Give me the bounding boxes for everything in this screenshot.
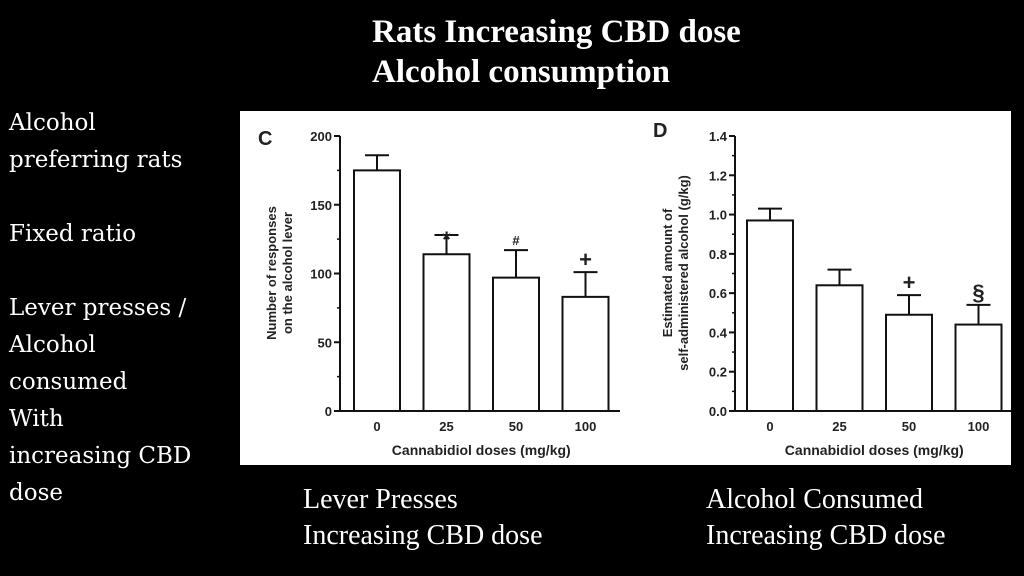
- panel-d-y-tick-label: 0.4: [709, 325, 728, 340]
- panel-c-x-axis-title: Cannabidiol doses (mg/kg): [392, 442, 571, 458]
- sidebar-line: dose: [9, 480, 63, 506]
- panel-c-bar: [353, 169, 401, 412]
- panel-c-y-axis-title-line-2: on the alcohol lever: [280, 212, 295, 334]
- panel-d-x-tick-label: 25: [832, 419, 846, 434]
- panel-c-y-tick-label: 0: [325, 404, 332, 419]
- sidebar-line: preferring rats: [9, 147, 183, 173]
- panel-d-y-axis-title-line-1: Estimated amount of: [660, 208, 675, 337]
- caption-right-line-2: Increasing CBD dose: [706, 520, 946, 551]
- panel-d-bar: [954, 323, 1003, 412]
- chart-canvas: C 0 50 100 150 200 Number of responses on the a…: [258, 120, 1011, 458]
- panel-c-x-tick-label: 0: [373, 419, 380, 434]
- panel-c-x-tick-label: 50: [509, 419, 523, 434]
- sidebar-spacer: [9, 253, 191, 290]
- sidebar-line: With: [9, 406, 64, 432]
- sidebar-line: Alcohol: [9, 332, 96, 358]
- panel-d-x-tick-label: 0: [766, 419, 773, 434]
- caption-right-line-1: Alcohol Consumed: [706, 484, 923, 515]
- panel-d-y-tick-label: 1.0: [709, 208, 727, 223]
- panel-d-significance-marker: §: [972, 280, 984, 305]
- panel-c-label: C: [258, 128, 272, 150]
- panel-d-x-tick-label: 100: [968, 419, 990, 434]
- sidebar-line: Fixed ratio: [9, 221, 137, 247]
- panel-c-bar: [561, 295, 610, 412]
- panel-c-bar: [492, 276, 540, 412]
- panel-d-x-tick-label: 50: [902, 419, 916, 434]
- panel-d-y-tick-label: 0.8: [709, 247, 727, 262]
- panel-c-significance-marker: #: [512, 233, 520, 248]
- panel-c-significance-marker: *: [442, 227, 451, 252]
- panel-d-y-tick-label: 0.2: [709, 365, 727, 380]
- panel-d-y-tick-label: 1.2: [709, 168, 727, 183]
- panel-c-bar: [422, 253, 471, 412]
- panel-c-y-tick-label: 50: [318, 335, 332, 350]
- panel-d-y-tick-label: 0.0: [709, 404, 727, 419]
- sidebar-line: Alcohol: [9, 110, 96, 136]
- sidebar-line: increasing CBD: [9, 443, 192, 469]
- panel-d-y-tick-label: 1.4: [709, 129, 728, 144]
- caption-right: Alcohol Consumed Increasing CBD dose: [706, 482, 946, 554]
- panel-d-label: D: [653, 120, 667, 142]
- sidebar-line: consumed: [9, 369, 128, 395]
- panel-d-y-tick-label: 0.6: [709, 286, 727, 301]
- caption-left-line-1: Lever Presses: [303, 484, 458, 515]
- sidebar-spacer: [9, 179, 191, 216]
- panel-c-x-tick-label: 25: [439, 419, 453, 434]
- panel-c-significance-marker: +: [579, 247, 592, 272]
- caption-left-line-2: Increasing CBD dose: [303, 520, 543, 551]
- panel-d-bar: [885, 313, 933, 412]
- slide-title: Rats Increasing CBD dose Alcohol consump…: [372, 12, 741, 92]
- panel-c-y-tick-label: 100: [310, 267, 332, 282]
- panel-d-bar: [815, 284, 864, 413]
- figure-panel: C 0 50 100 150 200 Number of responses on the a…: [240, 111, 1011, 465]
- sidebar-line: Lever presses /: [9, 295, 187, 321]
- sidebar-notes: Alcohol preferring rats Fixed ratio Leve…: [9, 105, 191, 512]
- panel-d-y-axis-title-line-2: self-administered alcohol (g/kg): [676, 175, 691, 371]
- panel-d-x-axis-title: Cannabidiol doses (mg/kg): [785, 442, 964, 458]
- caption-left: Lever Presses Increasing CBD dose: [303, 482, 543, 554]
- panel-d-bar: [746, 219, 794, 413]
- panel-c-y-tick-label: 150: [310, 198, 332, 213]
- title-line-2: Alcohol consumption: [372, 54, 670, 90]
- panel-c-y-tick-label: 200: [310, 129, 332, 144]
- panel-c-x-tick-label: 100: [575, 419, 597, 434]
- panel-d-significance-marker: +: [903, 270, 916, 295]
- title-line-1: Rats Increasing CBD dose: [372, 14, 741, 50]
- panel-c-y-axis-title-line-1: Number of responses: [264, 206, 279, 340]
